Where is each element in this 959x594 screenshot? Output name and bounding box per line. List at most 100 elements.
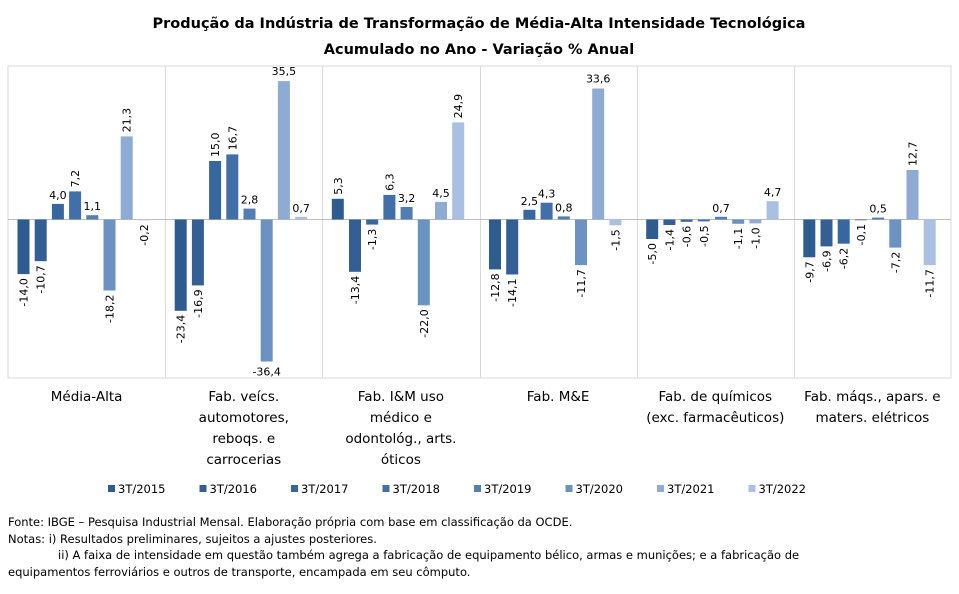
data-label: -6,9: [821, 250, 834, 271]
plot-frame: [7, 65, 952, 379]
bar: [295, 216, 308, 220]
data-label: -36,4: [252, 366, 280, 379]
data-label: 0,5: [869, 203, 887, 216]
data-label: 4,0: [49, 189, 67, 202]
legend-entry: 3T/2022: [748, 482, 806, 496]
data-label: -12,8: [489, 273, 502, 301]
legend-label: 3T/2016: [210, 482, 257, 496]
data-label: -16,9: [192, 289, 205, 317]
bar: [663, 219, 676, 225]
bar: [489, 219, 501, 270]
legend-label: 3T/2022: [759, 482, 806, 496]
legend-swatch: [657, 485, 664, 492]
legend: 3T/2015 3T/2016 3T/2017 3T/2018 3T/2019 3T/20…: [108, 482, 806, 496]
chart-title: Produção da Indústria de Transformação d…: [153, 16, 806, 32]
legend-entry: 3T/2016: [199, 482, 257, 496]
data-label: 6,3: [383, 173, 396, 191]
bar: [609, 219, 622, 226]
bar: [417, 219, 430, 306]
data-label: -13,4: [349, 276, 362, 304]
bar: [575, 219, 587, 266]
bar: [226, 154, 239, 220]
legend-swatch: [108, 485, 115, 492]
legend-entry: 3T/2019: [474, 482, 531, 496]
bar: [557, 216, 570, 220]
bar: [17, 219, 30, 275]
bar: [506, 219, 519, 275]
category-label: Fab. máqs., apars. e maters. elétricos: [804, 389, 940, 426]
bar: [837, 219, 850, 244]
data-label: -0,5: [698, 225, 711, 246]
data-label: -14,1: [506, 279, 519, 307]
bar: [331, 198, 344, 220]
legend-swatch: [382, 485, 390, 492]
legend-swatch: [291, 485, 298, 492]
data-label: 12,7: [907, 142, 920, 167]
bar: [86, 215, 99, 220]
bar: [366, 219, 379, 225]
data-label: 4,7: [764, 186, 782, 199]
bar: [51, 203, 64, 220]
data-label: -5,0: [646, 243, 659, 264]
data-label: 5,3: [332, 177, 345, 195]
legend-entry: 3T/2020: [565, 482, 623, 496]
data-label: -23,4: [175, 315, 188, 343]
bar: [34, 219, 47, 262]
legend-entry: 3T/2017: [291, 482, 348, 496]
legend-swatch: [474, 485, 481, 492]
legend-entry: 3T/2018: [382, 482, 440, 496]
data-label: -1,1: [732, 228, 745, 249]
category-label: Fab. M&E: [527, 389, 590, 405]
data-label: -0,1: [855, 224, 868, 245]
data-label: -11,7: [924, 269, 937, 297]
bar: [715, 216, 727, 220]
data-label: -1,4: [663, 229, 676, 250]
bar: [646, 219, 659, 239]
bar: [732, 219, 745, 224]
bar: [906, 170, 919, 220]
data-label: 0,7: [292, 202, 310, 215]
data-label: -1,3: [366, 229, 379, 250]
bar: [69, 191, 82, 220]
data-label: 2,8: [241, 194, 259, 207]
legend-label: 3T/2019: [484, 482, 531, 496]
bar: [923, 219, 936, 266]
data-label: 33,6: [586, 73, 611, 86]
data-label: -11,7: [575, 269, 588, 297]
bar: [260, 219, 273, 362]
note-ii: ii) A faixa de intensidade em questão ta…: [58, 548, 800, 562]
bar: [209, 161, 222, 220]
data-label: 16,7: [226, 126, 239, 151]
bar: [435, 201, 447, 220]
bar: [592, 88, 605, 220]
bar: [854, 219, 867, 221]
bar: [452, 122, 465, 220]
data-label: -0,6: [681, 226, 694, 247]
bar: [820, 219, 833, 247]
data-label: 2,5: [521, 195, 539, 208]
legend-label: 3T/2018: [393, 482, 440, 496]
data-label: 4,3: [538, 188, 556, 201]
data-label: -22,0: [418, 309, 431, 337]
bar: [523, 209, 536, 220]
category-label: Média-Alta: [51, 389, 123, 405]
bar: [766, 201, 779, 220]
bar: [872, 217, 885, 220]
chart-subtitle: Acumulado no Ano - Variação % Anual: [324, 42, 634, 58]
note-ii-continued: equipamentos ferroviários e outros de tr…: [8, 564, 471, 579]
data-label: -7,2: [889, 252, 902, 273]
data-label: -6,2: [838, 248, 851, 269]
data-label: -18,2: [104, 295, 117, 323]
bar: [680, 219, 693, 222]
category-label: Fab. de químicos (exc. farmacêuticos): [646, 389, 784, 426]
note-i: Notas: i) Resultados preliminares, sujei…: [8, 531, 377, 546]
category-label: Fab. veícs. automotores, reboqs. e carrocer…: [199, 389, 289, 468]
data-label: -9,7: [803, 261, 816, 282]
data-label: 4,5: [432, 187, 450, 200]
legend-entry: 3T/2021: [657, 482, 714, 496]
bar: [383, 194, 396, 220]
bar: [174, 219, 187, 311]
bar: [243, 208, 256, 220]
data-label: 24,9: [452, 94, 465, 119]
legend-label: 3T/2015: [118, 482, 165, 496]
